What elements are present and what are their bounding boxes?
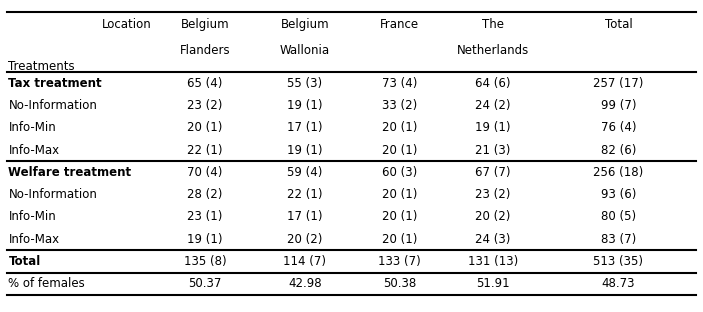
Text: 23 (1): 23 (1) bbox=[188, 211, 223, 223]
Text: 64 (6): 64 (6) bbox=[475, 76, 510, 90]
Text: 20 (1): 20 (1) bbox=[188, 121, 223, 134]
Text: 70 (4): 70 (4) bbox=[188, 166, 223, 179]
Text: 60 (3): 60 (3) bbox=[382, 166, 418, 179]
Text: Info-Max: Info-Max bbox=[8, 144, 60, 157]
Text: No-Information: No-Information bbox=[8, 188, 97, 201]
Text: 48.73: 48.73 bbox=[602, 277, 636, 290]
Text: 135 (8): 135 (8) bbox=[183, 255, 226, 268]
Text: 21 (3): 21 (3) bbox=[475, 144, 510, 157]
Text: Treatments: Treatments bbox=[8, 60, 75, 73]
Text: 24 (3): 24 (3) bbox=[475, 233, 510, 246]
Text: 65 (4): 65 (4) bbox=[188, 76, 223, 90]
Text: France: France bbox=[380, 18, 419, 32]
Text: 133 (7): 133 (7) bbox=[378, 255, 421, 268]
Text: 83 (7): 83 (7) bbox=[601, 233, 636, 246]
Text: % of females: % of females bbox=[8, 277, 85, 290]
Text: 19 (1): 19 (1) bbox=[475, 121, 510, 134]
Text: 20 (1): 20 (1) bbox=[382, 188, 418, 201]
Text: 131 (13): 131 (13) bbox=[467, 255, 518, 268]
Text: 17 (1): 17 (1) bbox=[288, 121, 323, 134]
Text: 93 (6): 93 (6) bbox=[601, 188, 636, 201]
Text: Info-Min: Info-Min bbox=[8, 121, 56, 134]
Text: 23 (2): 23 (2) bbox=[188, 99, 223, 112]
Text: 23 (2): 23 (2) bbox=[475, 188, 510, 201]
Text: 50.38: 50.38 bbox=[383, 277, 416, 290]
Text: Location: Location bbox=[102, 18, 152, 32]
Text: 42.98: 42.98 bbox=[288, 277, 322, 290]
Text: The: The bbox=[482, 18, 504, 32]
Text: Wallonia: Wallonia bbox=[280, 44, 330, 57]
Text: Info-Max: Info-Max bbox=[8, 233, 60, 246]
Text: 51.91: 51.91 bbox=[476, 277, 510, 290]
Text: 20 (1): 20 (1) bbox=[382, 233, 418, 246]
Text: 50.37: 50.37 bbox=[188, 277, 221, 290]
Text: 20 (2): 20 (2) bbox=[475, 211, 510, 223]
Text: No-Information: No-Information bbox=[8, 99, 97, 112]
Text: 24 (2): 24 (2) bbox=[475, 99, 510, 112]
Text: 19 (1): 19 (1) bbox=[288, 144, 323, 157]
Text: 20 (1): 20 (1) bbox=[382, 144, 418, 157]
Text: Total: Total bbox=[8, 255, 41, 268]
Text: 59 (4): 59 (4) bbox=[288, 166, 323, 179]
Text: 28 (2): 28 (2) bbox=[188, 188, 223, 201]
Text: Belgium: Belgium bbox=[280, 18, 329, 32]
Text: 33 (2): 33 (2) bbox=[382, 99, 418, 112]
Text: Welfare treatment: Welfare treatment bbox=[8, 166, 131, 179]
Text: 22 (1): 22 (1) bbox=[188, 144, 223, 157]
Text: 257 (17): 257 (17) bbox=[593, 76, 644, 90]
Text: 82 (6): 82 (6) bbox=[601, 144, 636, 157]
Text: 114 (7): 114 (7) bbox=[283, 255, 326, 268]
Text: Flanders: Flanders bbox=[180, 44, 231, 57]
Text: 73 (4): 73 (4) bbox=[382, 76, 418, 90]
Text: 513 (35): 513 (35) bbox=[593, 255, 643, 268]
Text: 20 (1): 20 (1) bbox=[382, 121, 418, 134]
Text: 20 (2): 20 (2) bbox=[288, 233, 323, 246]
Text: 20 (1): 20 (1) bbox=[382, 211, 418, 223]
Text: Tax treatment: Tax treatment bbox=[8, 76, 102, 90]
Text: 76 (4): 76 (4) bbox=[601, 121, 636, 134]
Text: 19 (1): 19 (1) bbox=[188, 233, 223, 246]
Text: 67 (7): 67 (7) bbox=[475, 166, 510, 179]
Text: 19 (1): 19 (1) bbox=[288, 99, 323, 112]
Text: Netherlands: Netherlands bbox=[457, 44, 529, 57]
Text: 256 (18): 256 (18) bbox=[593, 166, 643, 179]
Text: 99 (7): 99 (7) bbox=[601, 99, 636, 112]
Text: Info-Min: Info-Min bbox=[8, 211, 56, 223]
Text: Belgium: Belgium bbox=[181, 18, 229, 32]
Text: 22 (1): 22 (1) bbox=[288, 188, 323, 201]
Text: 17 (1): 17 (1) bbox=[288, 211, 323, 223]
Text: 80 (5): 80 (5) bbox=[601, 211, 636, 223]
Text: 55 (3): 55 (3) bbox=[288, 76, 323, 90]
Text: Total: Total bbox=[605, 18, 632, 32]
